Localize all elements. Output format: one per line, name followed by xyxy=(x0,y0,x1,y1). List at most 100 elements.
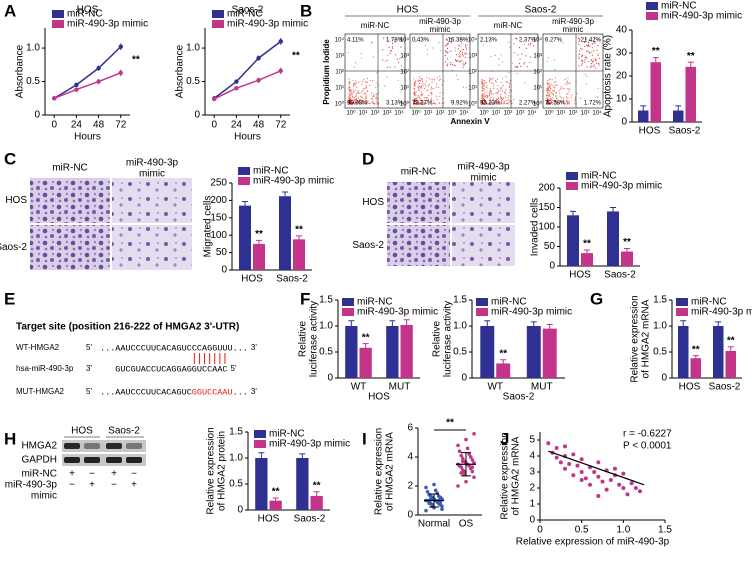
cell-event xyxy=(382,59,384,61)
cell-event xyxy=(464,52,466,54)
error-bar xyxy=(272,497,279,501)
error-bar xyxy=(484,320,491,326)
y-tick-label: 1.0 xyxy=(319,321,333,332)
point xyxy=(579,457,584,462)
x-tick-label: 0 xyxy=(211,120,217,131)
error-bar xyxy=(389,320,396,326)
cell-event xyxy=(385,60,387,62)
cell-event xyxy=(365,103,367,105)
cell-event xyxy=(483,79,485,81)
cell-event xyxy=(564,78,566,81)
cell-event xyxy=(418,89,420,91)
flow-tick: 10² xyxy=(335,70,344,76)
cell-event xyxy=(518,47,521,49)
cell-event xyxy=(438,86,440,88)
sign: − xyxy=(69,480,75,491)
cell-event xyxy=(549,84,551,86)
cell-event xyxy=(358,102,360,104)
cell-event xyxy=(581,48,583,50)
cell-event xyxy=(456,74,458,76)
cell-event xyxy=(492,103,495,105)
axis-label: Annexin V xyxy=(450,117,490,126)
cell-event xyxy=(378,84,380,86)
cell-event xyxy=(360,52,362,55)
cell-event xyxy=(357,91,359,93)
cell-event xyxy=(358,81,360,83)
cell-event xyxy=(350,100,352,102)
cell-event xyxy=(578,53,581,55)
cell-event xyxy=(422,93,424,95)
cell-event xyxy=(431,81,433,83)
significance: ** xyxy=(727,335,735,346)
cell-event xyxy=(483,92,485,94)
point xyxy=(427,501,432,506)
cell-event xyxy=(598,63,600,65)
x-tick-label: HOS xyxy=(639,126,661,137)
cell-event xyxy=(571,94,573,96)
y-tick-label: 1.0 xyxy=(186,43,200,54)
cell-event xyxy=(503,103,505,105)
cell-event xyxy=(496,92,498,95)
cell-event xyxy=(563,99,565,101)
cell-event xyxy=(483,103,486,105)
cell-event xyxy=(352,96,354,98)
cell-event xyxy=(348,78,350,80)
cell-event xyxy=(358,101,360,103)
cell-event xyxy=(494,54,496,57)
legend-label: miR-490-3p mimic xyxy=(491,307,572,318)
flow-tick: 10³ xyxy=(468,54,477,60)
cell-event xyxy=(567,100,569,102)
cell-event xyxy=(439,75,441,77)
axis-label: Relative expressionof HMGA2 mRNA xyxy=(373,428,395,515)
axis-label: Hours xyxy=(74,132,101,143)
cell-event xyxy=(371,102,373,104)
blot-band xyxy=(64,457,80,463)
annotation: P < 0.0001 xyxy=(623,441,672,452)
band-label: GAPDH xyxy=(21,455,57,466)
cell-event xyxy=(420,87,422,89)
point xyxy=(456,484,460,488)
cell-event xyxy=(576,92,578,95)
cell-event xyxy=(439,95,441,97)
cell-event xyxy=(549,86,551,88)
cell-event xyxy=(490,90,492,92)
bar xyxy=(526,326,541,378)
strand-end: 3' xyxy=(86,364,92,373)
cell-event xyxy=(548,103,550,105)
fit-line xyxy=(548,450,645,486)
cell-event xyxy=(419,77,421,80)
cell-event xyxy=(458,55,460,57)
cell-event xyxy=(361,102,363,105)
error-bar xyxy=(256,239,262,244)
cell-event xyxy=(364,98,367,100)
flow-tick: 10⁰ xyxy=(411,110,421,117)
cell-event xyxy=(581,56,583,58)
cell-event xyxy=(430,100,432,102)
cell-event xyxy=(437,77,439,79)
flow-tick: 10² xyxy=(504,111,513,117)
cell-event xyxy=(556,84,558,86)
y-tick-label: 0.5 xyxy=(229,479,243,490)
point xyxy=(461,456,465,461)
cell-event xyxy=(570,96,572,98)
cell-event xyxy=(578,37,580,39)
y-tick-label: 1.0 xyxy=(453,321,467,332)
cell-event xyxy=(414,38,416,41)
cell-event xyxy=(566,83,568,85)
cell-event xyxy=(567,93,569,95)
x-tick-label: Saos-2 xyxy=(709,382,741,393)
cell-event xyxy=(450,61,452,63)
y-tick-label: 30 xyxy=(616,48,628,59)
legend-label: miR-NC xyxy=(357,297,393,308)
cell-event xyxy=(498,103,501,105)
panel-label: I xyxy=(362,429,367,448)
cell-event xyxy=(554,99,556,101)
cell-event xyxy=(460,42,462,44)
quadrant-percent: 2.37% xyxy=(519,38,537,44)
cell-event xyxy=(427,49,429,51)
bar xyxy=(279,196,291,270)
cell-event xyxy=(421,78,423,80)
cell-event xyxy=(459,61,461,63)
flow-header-line: mimic xyxy=(563,25,584,34)
blot-band xyxy=(126,457,142,463)
